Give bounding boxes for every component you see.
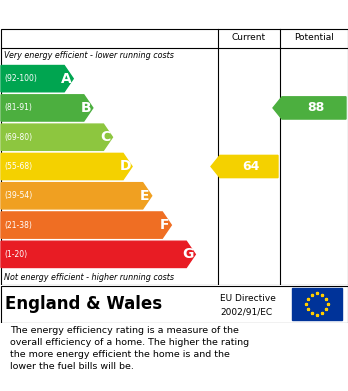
Text: (1-20): (1-20)	[4, 250, 27, 259]
Text: The energy efficiency rating is a measure of the
overall efficiency of a home. T: The energy efficiency rating is a measur…	[10, 326, 250, 371]
Polygon shape	[1, 183, 152, 209]
Text: E: E	[140, 189, 149, 203]
Polygon shape	[1, 95, 93, 121]
Bar	[292, 288, 342, 320]
Text: D: D	[119, 160, 131, 174]
Text: (69-80): (69-80)	[4, 133, 32, 142]
Text: 88: 88	[307, 101, 325, 115]
Text: Not energy efficient - higher running costs: Not energy efficient - higher running co…	[4, 273, 174, 282]
Text: Very energy efficient - lower running costs: Very energy efficient - lower running co…	[4, 52, 174, 61]
Text: 64: 64	[242, 160, 260, 173]
Text: (81-91): (81-91)	[4, 104, 32, 113]
Polygon shape	[211, 155, 278, 178]
Text: Current: Current	[232, 34, 266, 43]
Text: (21-38): (21-38)	[4, 221, 32, 230]
Polygon shape	[1, 153, 132, 179]
Text: F: F	[160, 218, 169, 232]
Text: G: G	[183, 248, 194, 261]
Polygon shape	[1, 124, 112, 151]
Text: 2002/91/EC: 2002/91/EC	[220, 307, 272, 316]
Text: (92-100): (92-100)	[4, 74, 37, 83]
Polygon shape	[273, 97, 346, 119]
Text: EU Directive: EU Directive	[220, 294, 276, 303]
Text: Potential: Potential	[294, 34, 334, 43]
Polygon shape	[1, 66, 73, 92]
Text: B: B	[80, 101, 91, 115]
Text: England & Wales: England & Wales	[5, 295, 162, 313]
Text: (55-68): (55-68)	[4, 162, 32, 171]
Polygon shape	[1, 212, 171, 238]
Text: A: A	[61, 72, 72, 86]
Polygon shape	[1, 241, 195, 267]
Text: (39-54): (39-54)	[4, 191, 32, 200]
Text: Energy Efficiency Rating: Energy Efficiency Rating	[10, 7, 220, 22]
Text: C: C	[100, 130, 111, 144]
